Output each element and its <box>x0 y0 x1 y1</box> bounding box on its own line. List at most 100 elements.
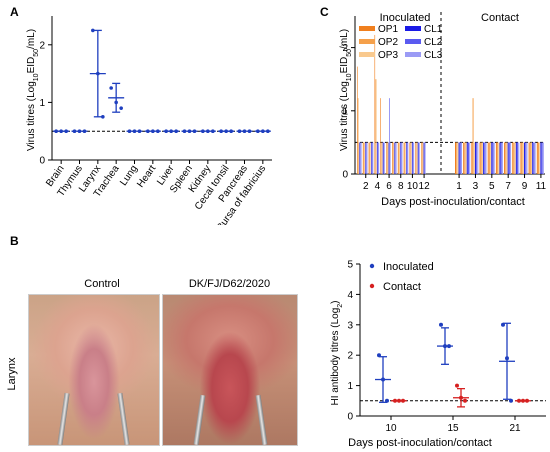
bar-inoc-cl2 <box>366 142 367 174</box>
y-axis-label-a: Virus titres (Log10EID50/mL) <box>26 29 40 151</box>
group-label-inoculated: Inoculated <box>380 12 431 24</box>
bar-inoc-cl3 <box>425 142 426 174</box>
bar-contact-op1 <box>504 142 506 174</box>
bar-contact-op2 <box>505 142 507 174</box>
bar-inoc-op1 <box>362 142 364 174</box>
data-point-a <box>192 129 197 133</box>
x-tick-label-c: 10 <box>407 181 419 192</box>
legend-swatch-op1 <box>359 26 375 31</box>
data-point-d-contact <box>463 398 467 403</box>
legend-swatch-op3 <box>359 52 375 57</box>
bar-contact-cl2 <box>492 142 494 174</box>
data-point-d-contact <box>397 398 401 403</box>
bar-inoc-op2 <box>404 142 406 174</box>
data-point-a <box>266 129 270 133</box>
bar-inoc-op1 <box>397 142 399 174</box>
bar-contact-op1 <box>528 142 530 174</box>
bar-contact-op2 <box>538 142 540 174</box>
data-point-a <box>156 129 160 133</box>
x-tick-label-d: 10 <box>385 423 397 434</box>
bar-inoc-cl1 <box>359 142 361 174</box>
data-point-a <box>91 28 95 33</box>
bar-inoc-op1 <box>380 98 381 174</box>
bar-inoc-cl1 <box>394 142 396 174</box>
bar-inoc-op3 <box>376 79 377 174</box>
group-label-contact: Contact <box>481 12 519 24</box>
bar-contact-cl3 <box>460 142 462 174</box>
bar-inoc-op1 <box>386 142 387 174</box>
bar-inoc-op3 <box>416 142 418 174</box>
data-point-a <box>82 129 87 133</box>
bar-contact-cl1 <box>507 142 509 174</box>
bar-contact-cl2 <box>525 142 527 174</box>
bar-contact-cl1 <box>491 142 493 174</box>
bar-inoc-op1 <box>368 142 370 174</box>
bar-contact-cl3 <box>493 142 495 174</box>
bar-contact-cl2 <box>533 142 535 174</box>
x-tick-label-c: 5 <box>489 181 495 192</box>
bar-inoc-op3 <box>358 142 360 174</box>
bar-inoc-op3 <box>364 142 366 174</box>
bar-inoc-op2 <box>398 142 400 174</box>
row-label-larynx: Larynx <box>6 357 18 391</box>
data-point-d-contact <box>401 398 405 403</box>
data-point-a <box>72 129 77 133</box>
bar-inoc-op1 <box>374 34 376 175</box>
bar-inoc-op2 <box>421 142 423 174</box>
bar-inoc-op3 <box>387 142 389 174</box>
bar-inoc-cl2 <box>424 142 425 174</box>
bar-inoc-op1 <box>415 142 416 174</box>
bar-contact-cl1 <box>466 142 468 174</box>
y-axis-label-d: HI antibody titres (Log2) <box>330 300 344 405</box>
bar-contact-cl2 <box>517 142 519 174</box>
bar-inoc-cl2 <box>371 142 373 174</box>
data-point-a <box>64 129 68 133</box>
data-point-a <box>237 129 242 133</box>
x-tick-label-c: 4 <box>375 181 381 192</box>
bar-contact-cl1 <box>524 142 526 174</box>
bar-contact-cl2 <box>484 142 486 174</box>
legend-swatch-cl3 <box>405 52 421 57</box>
bar-inoc-op3 <box>422 142 424 174</box>
bar-inoc-cl3 <box>384 142 385 174</box>
bar-contact-cl3 <box>510 142 512 174</box>
data-point-a <box>211 129 215 133</box>
bar-contact-op3 <box>457 142 459 174</box>
x-axis-label-c: Days post-inoculation/contact <box>381 196 525 208</box>
legend-label-inoculated: Inoculated <box>383 261 434 273</box>
chart-a: A Virus titres (Log10EID50/mL) 012BrainT… <box>10 5 272 225</box>
data-point-d-contact <box>459 395 463 400</box>
panel-b: B Control DK/FJ/D62/2020 Larynx <box>0 228 330 452</box>
bar-contact-op1 <box>455 142 456 174</box>
bar-inoc-cl1 <box>388 142 390 174</box>
data-point-d-inoculated <box>505 356 509 361</box>
bar-inoc-op3 <box>405 142 406 174</box>
bar-inoc-cl2 <box>412 142 414 174</box>
legend-label-op2: OP2 <box>378 37 398 48</box>
bar-contact-cl3 <box>469 142 471 174</box>
y-tick-label-a: 2 <box>39 40 45 51</box>
chart-d: D HI antibody titres (Log2) Days post-in… <box>330 260 546 449</box>
legend-label-cl2: CL2 <box>424 37 443 48</box>
bar-inoc-cl2 <box>389 98 390 174</box>
x-tick-label-c: 8 <box>398 181 404 192</box>
legend-label-cl3: CL3 <box>424 50 443 61</box>
bar-contact-op1 <box>520 142 522 174</box>
bar-inoc-cl1 <box>371 142 372 174</box>
data-point-d-contact <box>525 398 529 403</box>
data-point-a <box>119 106 123 110</box>
bar-contact-cl2 <box>541 142 543 174</box>
x-tick-label-c: 9 <box>522 181 528 192</box>
y-tick-label-a: 0 <box>39 156 45 167</box>
x-axis-label-d: Days post-inoculation/contact <box>348 437 492 449</box>
data-point-a <box>101 115 105 119</box>
data-point-a <box>206 129 210 133</box>
data-point-a <box>182 129 187 133</box>
data-point-d-inoculated <box>381 377 385 382</box>
bar-contact-cl3 <box>501 142 503 174</box>
bar-inoc-cl1 <box>376 142 378 174</box>
bar-inoc-cl3 <box>413 142 415 174</box>
bar-inoc-cl3 <box>407 142 409 174</box>
bar-inoc-cl2 <box>383 142 385 174</box>
data-point-d-inoculated <box>385 398 389 403</box>
